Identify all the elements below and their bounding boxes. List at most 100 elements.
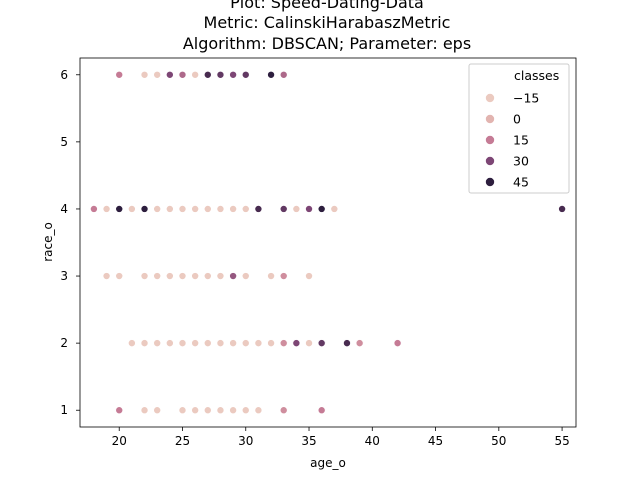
legend-items: −15 0 15 30 45 (485, 91, 539, 190)
y-tick-label: 6 (60, 68, 68, 82)
data-point (305, 205, 313, 213)
data-point (153, 339, 161, 347)
data-point (216, 272, 225, 280)
legend: classes −15 0 15 30 45 (468, 63, 570, 194)
data-point (355, 339, 364, 347)
points-layer (90, 70, 566, 415)
data-point (254, 406, 263, 415)
data-point (203, 339, 212, 347)
data-point (305, 272, 313, 280)
data-point (317, 205, 326, 213)
y-tick-label: 2 (60, 336, 68, 350)
data-point (292, 205, 301, 213)
data-point (229, 339, 237, 347)
y-tick-label: 5 (60, 135, 68, 149)
data-point (153, 70, 161, 79)
data-point (140, 406, 149, 415)
data-point (178, 205, 187, 213)
title-line-3: Algorithm: DBSCAN; Parameter: eps (183, 34, 471, 53)
data-point (115, 272, 124, 280)
y-tick-label: 1 (60, 403, 68, 417)
legend-marker (485, 93, 495, 103)
legend-title: classes (514, 68, 559, 83)
data-point (191, 205, 199, 213)
x-axis-label: age_o (310, 456, 346, 470)
data-point (279, 272, 288, 280)
data-point (90, 205, 98, 213)
data-point (241, 406, 250, 415)
plot-frame (79, 57, 577, 428)
data-point (241, 205, 250, 213)
x-tick-label: 30 (238, 434, 253, 448)
x-axis: 20 25 30 35 40 45 50 55 (112, 427, 570, 448)
data-point (115, 406, 124, 415)
data-point (102, 205, 111, 213)
data-point (191, 70, 199, 79)
data-point (128, 205, 136, 213)
data-point (140, 205, 149, 213)
data-point (229, 406, 237, 415)
data-point (153, 205, 161, 213)
data-point (102, 272, 111, 280)
legend-label: 15 (513, 133, 529, 148)
data-point (203, 406, 212, 415)
y-tick-label: 4 (60, 202, 68, 216)
data-point (153, 272, 161, 280)
y-axis: 1 2 3 4 5 6 (60, 68, 80, 417)
data-point (393, 339, 402, 347)
title-line-1: Plot: Speed-Dating-Data (230, 0, 424, 12)
data-point (558, 205, 566, 213)
legend-marker (485, 135, 495, 145)
data-point (279, 406, 288, 415)
x-tick-label: 35 (301, 434, 316, 448)
y-axis-label: race_o (41, 222, 55, 262)
legend-label: 0 (513, 112, 521, 127)
title-line-2: Metric: CalinskiHarabaszMetric (204, 13, 451, 32)
data-point (216, 205, 225, 213)
data-point (216, 70, 225, 79)
chart-title: Plot: Speed-Dating-Data Metric: Calinski… (183, 0, 471, 53)
x-tick-label: 25 (175, 434, 190, 448)
data-point (267, 70, 275, 79)
data-point (317, 339, 326, 347)
legend-label: 30 (513, 154, 529, 169)
data-point (166, 339, 174, 347)
data-point (140, 70, 149, 79)
data-point (267, 272, 275, 280)
data-point (330, 205, 339, 213)
data-point (343, 339, 351, 347)
data-point (203, 205, 212, 213)
legend-marker (485, 177, 495, 187)
data-point (254, 205, 263, 213)
data-point (229, 272, 237, 280)
x-tick-label: 40 (365, 434, 380, 448)
data-point (166, 70, 174, 79)
data-point (166, 205, 174, 213)
data-point (229, 70, 237, 79)
data-point (279, 70, 288, 79)
legend-label: 45 (513, 175, 529, 190)
x-tick-label: 55 (554, 434, 569, 448)
data-point (229, 205, 237, 213)
data-point (191, 406, 199, 415)
data-point (203, 272, 212, 280)
data-point (140, 339, 149, 347)
data-point (267, 339, 275, 347)
data-point (128, 339, 136, 347)
data-point (191, 339, 199, 347)
data-point (241, 70, 250, 79)
x-tick-label: 50 (491, 434, 506, 448)
x-tick-label: 20 (112, 434, 127, 448)
data-point (153, 406, 161, 415)
data-point (115, 205, 124, 213)
data-point (305, 339, 313, 347)
data-point (279, 205, 288, 213)
data-point (178, 70, 187, 79)
legend-marker (485, 114, 495, 124)
data-point (115, 70, 124, 79)
data-point (166, 272, 174, 280)
data-point (191, 272, 199, 280)
data-point (178, 339, 187, 347)
data-point (317, 406, 326, 415)
